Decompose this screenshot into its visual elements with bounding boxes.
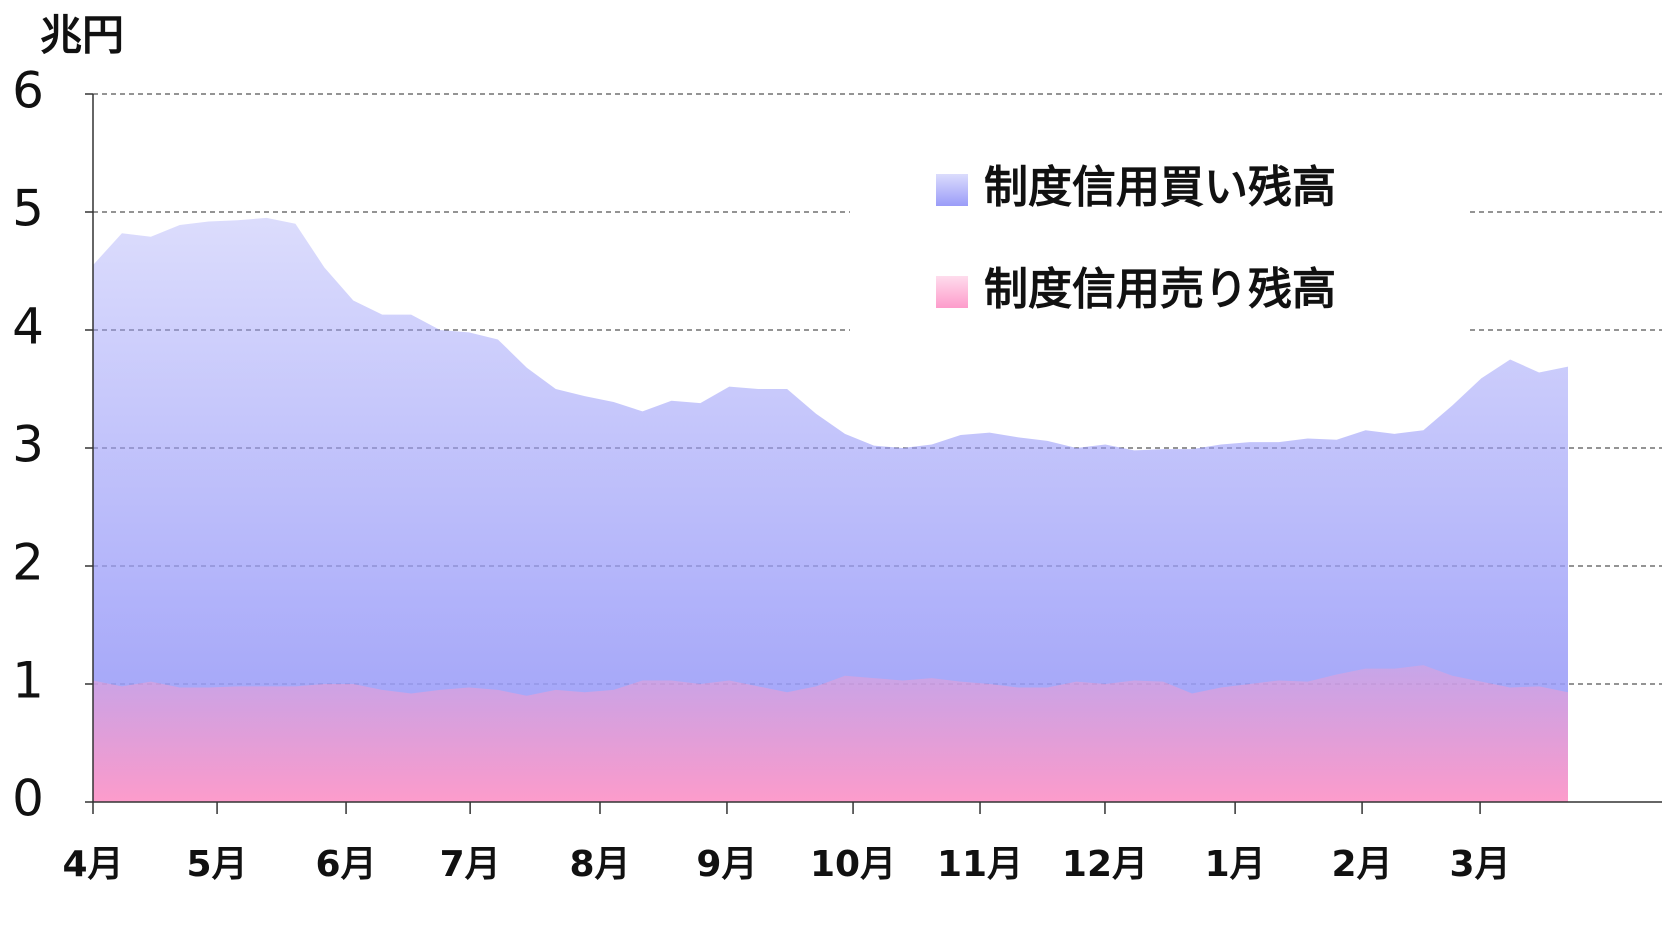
y-axis-label: 兆円	[40, 11, 124, 60]
legend-label: 制度信用買い残高	[984, 162, 1336, 213]
x-tick-label: 7月	[440, 844, 501, 885]
y-tick-label: 4	[12, 298, 44, 356]
y-tick-label: 3	[12, 416, 44, 474]
y-tick-label: 6	[12, 62, 44, 120]
x-tick-label: 4月	[62, 844, 123, 885]
legend-swatch	[936, 276, 968, 308]
y-tick-label: 0	[12, 770, 44, 828]
x-tick-label: 6月	[316, 844, 377, 885]
legend-swatch	[936, 174, 968, 206]
x-tick-label: 2月	[1332, 844, 1393, 885]
x-tick-label: 12月	[1062, 844, 1148, 885]
x-tick-label: 8月	[569, 844, 630, 885]
x-tick-label: 3月	[1450, 844, 1511, 885]
x-tick-label: 11月	[937, 844, 1023, 885]
legend-label: 制度信用売り残高	[984, 264, 1336, 315]
y-tick-label: 5	[12, 180, 44, 238]
y-tick-label: 1	[12, 652, 44, 710]
x-tick-label: 10月	[810, 844, 896, 885]
y-tick-label: 2	[12, 534, 44, 592]
area	[93, 217, 1568, 802]
x-tick-label: 1月	[1205, 844, 1266, 885]
x-tick-label: 9月	[696, 844, 757, 885]
area	[93, 665, 1568, 802]
x-tick-label: 5月	[187, 844, 248, 885]
